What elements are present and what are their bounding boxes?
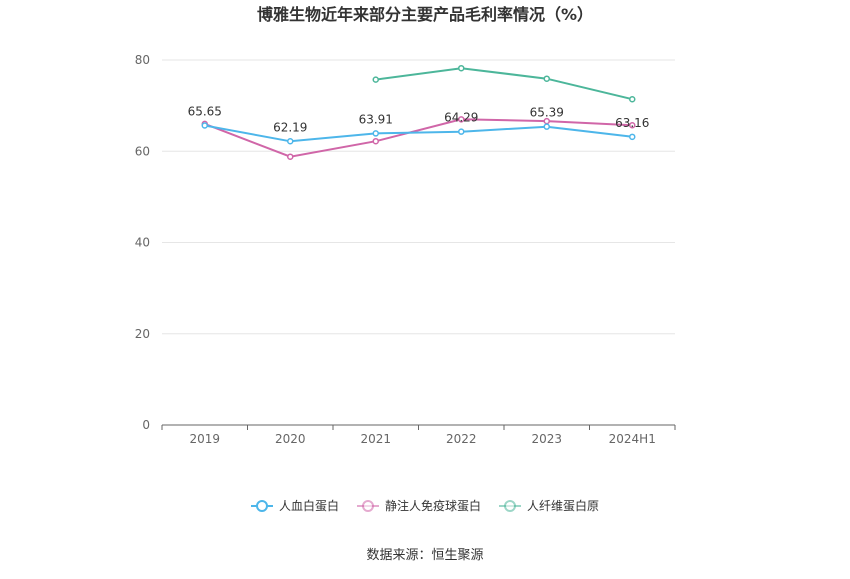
x-tick-label: 2023 (531, 432, 562, 446)
data-point (372, 130, 379, 137)
data-label: 63.91 (359, 112, 393, 126)
legend-label: 人血白蛋白 (279, 498, 339, 513)
series-line-1 (204, 118, 633, 158)
series (201, 64, 636, 160)
legend-item[interactable]: 人血白蛋白 (251, 498, 339, 513)
data-point (543, 123, 550, 130)
legend-item[interactable]: 人纤维蛋白原 (499, 498, 599, 513)
x-tick-label: 2024H1 (609, 432, 656, 446)
axes: 0 20 40 60 80 2019 2020 2021 2022 2023 2024H1 (135, 53, 676, 446)
data-point (372, 76, 379, 83)
data-label: 63.16 (615, 116, 649, 130)
data-point (629, 121, 636, 129)
x-tick-label: 2020 (275, 432, 306, 446)
data-point (287, 153, 294, 160)
data-label: 64.29 (444, 111, 478, 125)
legend-marker (256, 500, 268, 512)
legend[interactable]: 人血白蛋白 静注人免疫球蛋白 人纤维蛋白原 (251, 498, 599, 513)
data-point (287, 138, 294, 145)
chart-title: 博雅生物近年来部分主要产品毛利率情况（%） (257, 5, 593, 24)
x-tick-label: 2021 (360, 432, 391, 446)
data-point (458, 116, 465, 123)
data-label: 65.39 (530, 106, 564, 120)
data-point (372, 137, 379, 145)
legend-marker (504, 500, 516, 512)
legend-marker (362, 500, 374, 512)
data-point (201, 122, 208, 129)
series-line-0 (204, 124, 633, 143)
y-tick-label: 0 (142, 418, 150, 432)
legend-label: 静注人免疫球蛋白 (385, 498, 481, 513)
source-note: 数据来源：恒生聚源 (366, 548, 483, 563)
series-line-2 (375, 67, 633, 101)
grid (162, 59, 675, 335)
data-point (458, 64, 465, 72)
data-label: 65.65 (188, 104, 222, 118)
y-tick-label: 40 (135, 236, 150, 250)
data-point (629, 95, 636, 103)
x-tick-label: 2019 (189, 432, 220, 446)
data-labels: 65.65 62.19 63.91 64.29 65.39 63.16 (188, 104, 650, 134)
legend-item[interactable]: 静注人免疫球蛋白 (357, 498, 481, 513)
y-tick-label: 60 (135, 144, 150, 158)
legend-label: 人纤维蛋白原 (527, 498, 599, 513)
data-point (629, 133, 636, 141)
x-tick-label: 2022 (446, 432, 477, 446)
data-point (543, 75, 550, 82)
data-point (458, 128, 465, 135)
data-label: 62.19 (273, 120, 307, 134)
y-tick-label: 80 (135, 53, 150, 67)
y-tick-label: 20 (135, 327, 150, 341)
